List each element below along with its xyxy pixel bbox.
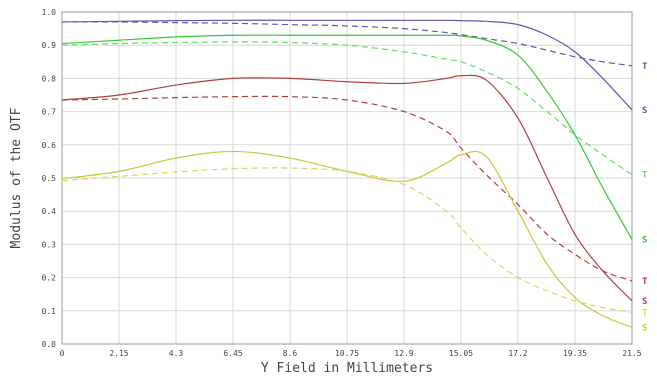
green-tangential-line <box>61 41 633 176</box>
y-tick-label: 0.6 <box>42 141 57 150</box>
blue-sagittal-label: S <box>642 106 647 116</box>
x-tick-label: 17.2 <box>508 349 527 358</box>
series-lines <box>61 19 633 328</box>
blue-sagittal-line <box>61 19 633 111</box>
y-tick-label: 0.4 <box>42 207 57 216</box>
x-tick-label: 19.35 <box>563 349 587 358</box>
y-tick-label: 0.0 <box>42 340 57 349</box>
yellow-tangential-label: T <box>642 308 648 318</box>
green-tangential-label: T <box>642 171 648 181</box>
red-tangential-label: T <box>642 277 648 287</box>
x-axis-title: Y Field in Millimeters <box>261 361 433 376</box>
x-tick-label: 4.3 <box>169 349 184 358</box>
red-sagittal-line <box>61 74 633 302</box>
y-tick-label: 0.3 <box>42 240 57 249</box>
x-tick-label: 15.05 <box>449 349 473 358</box>
x-tick-label: 2.15 <box>109 349 128 358</box>
y-tick-label: 0.9 <box>42 41 57 50</box>
yellow-sagittal-line <box>61 150 633 328</box>
yellow-tangential-line <box>61 167 633 314</box>
x-tick-label: 0 <box>60 349 65 358</box>
y-axis-title: Modulus of the OTF <box>9 107 24 248</box>
plot-frame <box>61 11 633 345</box>
x-tick-label: 21.5 <box>622 349 641 358</box>
x-tick-label: 12.9 <box>394 349 413 358</box>
x-tick-labels: 0 2.15 4.3 6.45 8.6 10.75 12.9 15.05 17.2 19.35 21… <box>60 349 642 358</box>
x-tick-label: 6.45 <box>223 349 242 358</box>
blue-tangential-label: T <box>642 62 648 72</box>
green-sagittal-label: S <box>642 235 647 245</box>
blue-tangential-line <box>61 21 633 67</box>
green-sagittal-line <box>61 34 633 240</box>
y-tick-label: 0.2 <box>42 274 57 283</box>
x-tick-label: 10.75 <box>335 349 359 358</box>
y-tick-label: 0.1 <box>42 307 57 316</box>
y-tick-label: 0.8 <box>42 74 57 83</box>
y-tick-labels: 0.0 0.1 0.2 0.3 0.4 0.5 0.6 0.7 0.8 0.9 1.0 <box>42 8 57 349</box>
y-tick-label: 0.7 <box>42 108 57 117</box>
x-tick-label: 8.6 <box>283 349 298 358</box>
red-tangential-line <box>61 95 633 282</box>
red-sagittal-label: S <box>642 297 647 307</box>
y-tick-label: 1.0 <box>42 8 57 17</box>
yellow-sagittal-label: S <box>642 323 647 333</box>
y-tick-label: 0.5 <box>42 174 57 183</box>
